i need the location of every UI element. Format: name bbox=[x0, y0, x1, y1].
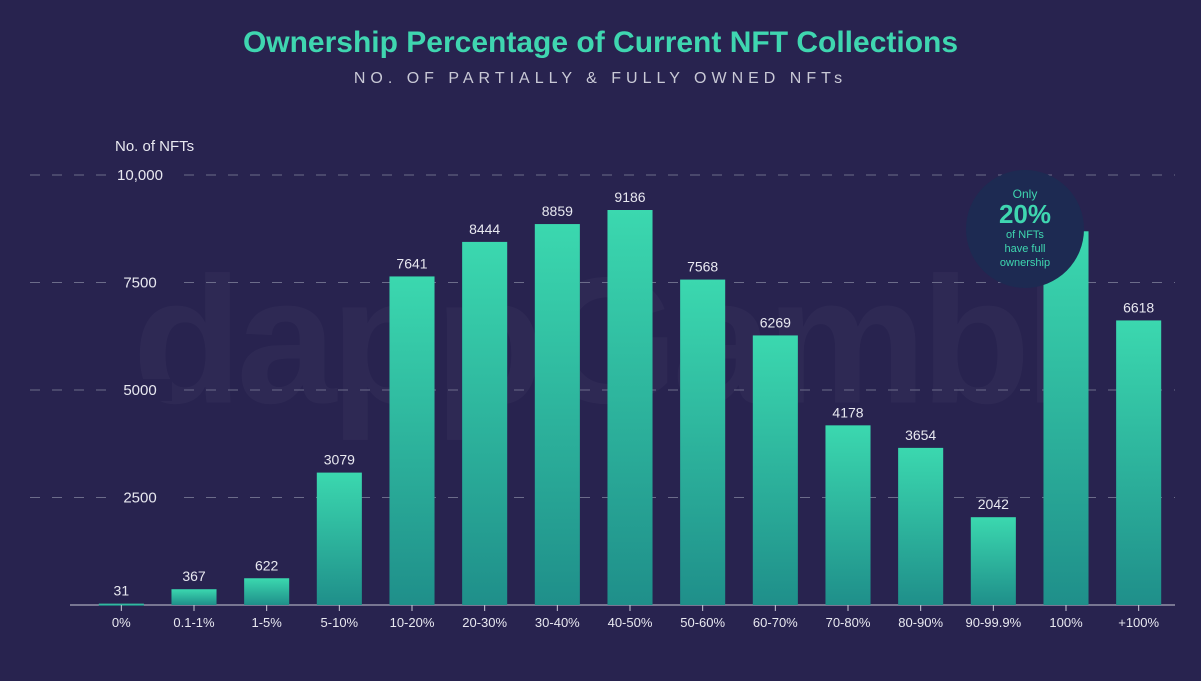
bar bbox=[898, 448, 943, 605]
x-tick-label: 10-20% bbox=[390, 615, 435, 630]
y-tick-label: 10,000 bbox=[117, 167, 163, 184]
x-tick-label: 1-5% bbox=[251, 615, 282, 630]
bar bbox=[607, 210, 652, 605]
x-tick-label: 20-30% bbox=[462, 615, 507, 630]
callout-percent: 20% bbox=[999, 201, 1051, 227]
bar-value-label: 9186 bbox=[614, 189, 645, 205]
bar bbox=[971, 517, 1016, 605]
bar bbox=[825, 425, 870, 605]
bar-value-label: 7568 bbox=[687, 259, 718, 275]
bar-value-label: 6618 bbox=[1123, 299, 1154, 315]
y-tick-label: 2500 bbox=[123, 490, 156, 507]
x-tick-label: 30-40% bbox=[535, 615, 580, 630]
x-tick-label: 0.1-1% bbox=[173, 615, 215, 630]
callout-line3: of NFTs have full ownership bbox=[1000, 229, 1050, 270]
bar-value-label: 622 bbox=[255, 557, 279, 573]
bar bbox=[1116, 320, 1161, 605]
bar-value-label: 8859 bbox=[542, 203, 573, 219]
x-tick-label: 5-10% bbox=[321, 615, 359, 630]
bar bbox=[680, 280, 725, 605]
bar bbox=[317, 473, 362, 605]
bar-value-label: 6269 bbox=[760, 314, 791, 330]
x-tick-label: 0% bbox=[112, 615, 131, 630]
bar-value-label: 4178 bbox=[832, 404, 863, 420]
bar-value-label: 3654 bbox=[905, 427, 936, 443]
x-tick-label: +100% bbox=[1118, 615, 1159, 630]
bar bbox=[389, 276, 434, 605]
x-tick-label: 80-90% bbox=[898, 615, 943, 630]
x-tick-label: 100% bbox=[1049, 615, 1083, 630]
bar bbox=[1043, 231, 1088, 605]
bar bbox=[535, 224, 580, 605]
callout-badge: Only 20% of NFTs have full ownership bbox=[966, 170, 1084, 288]
bar-value-label: 2042 bbox=[978, 496, 1009, 512]
x-tick-label: 60-70% bbox=[753, 615, 798, 630]
x-tick-label: 90-99.9% bbox=[966, 615, 1022, 630]
bar bbox=[753, 335, 798, 605]
x-tick-label: 70-80% bbox=[826, 615, 871, 630]
bar-value-label: 8444 bbox=[469, 221, 500, 237]
bar bbox=[171, 589, 216, 605]
x-tick-label: 50-60% bbox=[680, 615, 725, 630]
bar-chart: 2500 5000 7500 10,000 31 0% 367 0.1-1% 622 1-5% 30… bbox=[0, 0, 1201, 681]
y-tick-label: 5000 bbox=[123, 382, 156, 399]
bar-value-label: 31 bbox=[114, 583, 130, 599]
y-tick-label: 7500 bbox=[123, 275, 156, 292]
bar bbox=[244, 578, 289, 605]
bar-value-label: 7641 bbox=[396, 255, 427, 271]
bar-value-label: 367 bbox=[182, 568, 206, 584]
bar-value-label: 3079 bbox=[324, 452, 355, 468]
bar bbox=[462, 242, 507, 605]
x-tick-label: 40-50% bbox=[608, 615, 653, 630]
